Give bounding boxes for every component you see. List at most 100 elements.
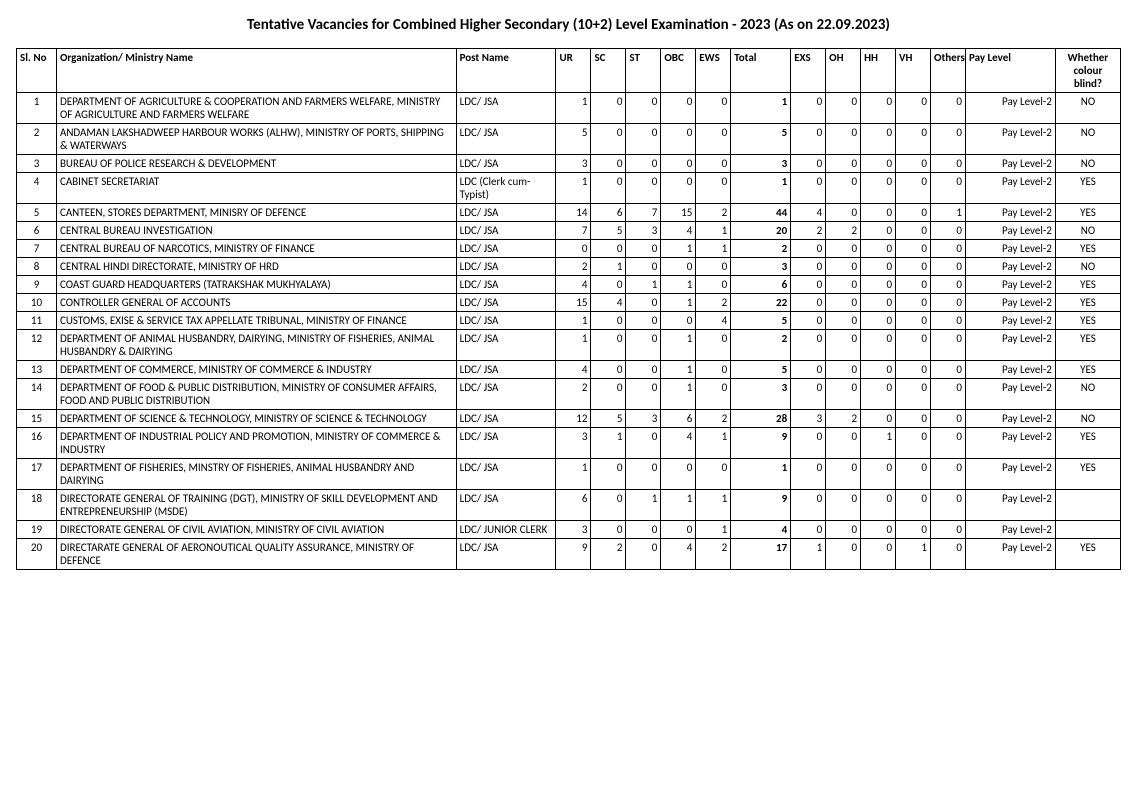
cell-exs: 0 (791, 361, 826, 379)
cell-slno: 6 (17, 222, 57, 240)
cell-vh: 0 (896, 204, 931, 222)
cell-ews: 1 (696, 240, 731, 258)
cell-sc: 0 (591, 93, 626, 124)
table-row: 17DEPARTMENT OF FISHERIES, MINSTRY OF FI… (17, 459, 1121, 490)
cell-ews: 1 (696, 428, 731, 459)
cell-exs: 0 (791, 379, 826, 410)
table-row: 10CONTROLLER GENERAL OF ACCOUNTSLDC/ JSA… (17, 294, 1121, 312)
cell-exs: 0 (791, 93, 826, 124)
cell-org: DEPARTMENT OF SCIENCE & TECHNOLOGY, MINI… (56, 410, 456, 428)
cell-vh: 0 (896, 428, 931, 459)
cell-vh: 0 (896, 410, 931, 428)
col-slno: Sl. No (17, 49, 57, 93)
cell-obc: 0 (661, 93, 696, 124)
cell-cb: NO (1055, 222, 1120, 240)
cell-sc: 0 (591, 276, 626, 294)
cell-slno: 7 (17, 240, 57, 258)
cell-others: 0 (931, 490, 966, 521)
cell-sc: 6 (591, 204, 626, 222)
cell-exs: 0 (791, 330, 826, 361)
cell-ur: 2 (556, 379, 591, 410)
cell-obc: 4 (661, 539, 696, 570)
cell-org: DEPARTMENT OF FISHERIES, MINSTRY OF FISH… (56, 459, 456, 490)
cell-others: 0 (931, 124, 966, 155)
col-vh: VH (896, 49, 931, 93)
cell-exs: 0 (791, 521, 826, 539)
cell-ews: 0 (696, 124, 731, 155)
cell-total: 5 (731, 124, 791, 155)
cell-st: 0 (626, 521, 661, 539)
cell-ur: 9 (556, 539, 591, 570)
cell-oh: 0 (826, 459, 861, 490)
cell-sc: 0 (591, 124, 626, 155)
cell-vh: 0 (896, 459, 931, 490)
cell-st: 0 (626, 361, 661, 379)
cell-st: 0 (626, 258, 661, 276)
cell-exs: 0 (791, 312, 826, 330)
cell-cb: YES (1055, 312, 1120, 330)
col-org: Organization/ Ministry Name (56, 49, 456, 93)
cell-vh: 0 (896, 240, 931, 258)
cell-others: 0 (931, 222, 966, 240)
cell-sc: 0 (591, 379, 626, 410)
cell-others: 0 (931, 521, 966, 539)
cell-st: 0 (626, 294, 661, 312)
table-row: 15DEPARTMENT OF SCIENCE & TECHNOLOGY, MI… (17, 410, 1121, 428)
cell-others: 0 (931, 459, 966, 490)
cell-org: CABINET SECRETARIAT (56, 173, 456, 204)
cell-vh: 0 (896, 361, 931, 379)
table-row: 16DEPARTMENT OF INDUSTRIAL POLICY AND PR… (17, 428, 1121, 459)
cell-slno: 16 (17, 428, 57, 459)
cell-cb: YES (1055, 428, 1120, 459)
cell-org: DEPARTMENT OF ANIMAL HUSBANDRY, DAIRYING… (56, 330, 456, 361)
cell-cb: YES (1055, 204, 1120, 222)
cell-ews: 0 (696, 361, 731, 379)
cell-st: 0 (626, 330, 661, 361)
cell-org: DEPARTMENT OF FOOD & PUBLIC DISTRIBUTION… (56, 379, 456, 410)
cell-sc: 0 (591, 155, 626, 173)
cell-ews: 0 (696, 155, 731, 173)
cell-exs: 4 (791, 204, 826, 222)
cell-post: LDC/ JSA (456, 258, 556, 276)
cell-obc: 1 (661, 294, 696, 312)
table-row: 8CENTRAL HINDI DIRECTORATE, MINISTRY OF … (17, 258, 1121, 276)
cell-ews: 2 (696, 410, 731, 428)
cell-pay: Pay Level-2 (965, 204, 1055, 222)
cell-ews: 2 (696, 539, 731, 570)
cell-vh: 0 (896, 330, 931, 361)
cell-others: 0 (931, 312, 966, 330)
cell-ur: 1 (556, 312, 591, 330)
cell-obc: 6 (661, 410, 696, 428)
cell-post: LDC (Clerk cum-Typist) (456, 173, 556, 204)
col-sc: SC (591, 49, 626, 93)
cell-oh: 0 (826, 93, 861, 124)
cell-total: 6 (731, 276, 791, 294)
page-title: Tentative Vacancies for Combined Higher … (16, 16, 1121, 34)
cell-st: 0 (626, 155, 661, 173)
cell-oh: 0 (826, 276, 861, 294)
cell-oh: 0 (826, 155, 861, 173)
cell-st: 0 (626, 240, 661, 258)
cell-slno: 12 (17, 330, 57, 361)
cell-ews: 4 (696, 312, 731, 330)
cell-hh: 0 (861, 410, 896, 428)
cell-org: COAST GUARD HEADQUARTERS (TATRAKSHAK MUK… (56, 276, 456, 294)
cell-ews: 2 (696, 294, 731, 312)
cell-exs: 0 (791, 155, 826, 173)
cell-oh: 0 (826, 490, 861, 521)
cell-oh: 0 (826, 539, 861, 570)
cell-oh: 0 (826, 240, 861, 258)
cell-oh: 0 (826, 173, 861, 204)
cell-total: 3 (731, 258, 791, 276)
cell-slno: 19 (17, 521, 57, 539)
cell-oh: 0 (826, 379, 861, 410)
cell-pay: Pay Level-2 (965, 330, 1055, 361)
col-obc: OBC (661, 49, 696, 93)
cell-st: 3 (626, 222, 661, 240)
cell-total: 22 (731, 294, 791, 312)
cell-slno: 20 (17, 539, 57, 570)
cell-total: 9 (731, 490, 791, 521)
cell-oh: 0 (826, 330, 861, 361)
cell-hh: 0 (861, 361, 896, 379)
cell-slno: 3 (17, 155, 57, 173)
